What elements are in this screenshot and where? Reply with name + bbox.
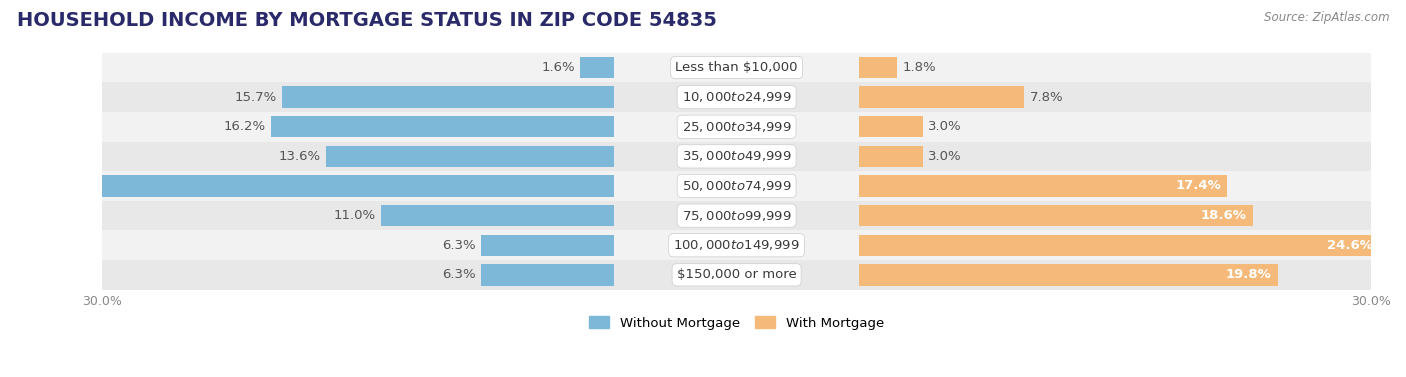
Bar — [103, 141, 1371, 171]
Text: $50,000 to $74,999: $50,000 to $74,999 — [682, 179, 792, 193]
Bar — [0, 175, 614, 197]
Bar — [103, 112, 1371, 141]
Bar — [103, 171, 1371, 201]
Bar — [859, 264, 1278, 285]
Bar — [481, 264, 614, 285]
Text: 15.7%: 15.7% — [235, 90, 277, 104]
Bar — [859, 146, 922, 167]
Text: 18.6%: 18.6% — [1201, 209, 1246, 222]
Bar — [103, 201, 1371, 230]
Text: $35,000 to $49,999: $35,000 to $49,999 — [682, 149, 792, 163]
Bar — [859, 116, 922, 137]
Text: $10,000 to $24,999: $10,000 to $24,999 — [682, 90, 792, 104]
Text: $150,000 or more: $150,000 or more — [676, 268, 796, 281]
Text: $100,000 to $149,999: $100,000 to $149,999 — [673, 238, 800, 252]
Text: HOUSEHOLD INCOME BY MORTGAGE STATUS IN ZIP CODE 54835: HOUSEHOLD INCOME BY MORTGAGE STATUS IN Z… — [17, 11, 717, 30]
Text: 6.3%: 6.3% — [441, 268, 475, 281]
Bar — [859, 205, 1253, 226]
Text: Less than $10,000: Less than $10,000 — [675, 61, 797, 74]
Bar — [859, 234, 1379, 256]
Bar — [326, 146, 614, 167]
Bar — [103, 53, 1371, 82]
Text: 6.3%: 6.3% — [441, 239, 475, 252]
Bar — [103, 260, 1371, 290]
Text: 1.8%: 1.8% — [903, 61, 936, 74]
Text: 7.8%: 7.8% — [1029, 90, 1063, 104]
Bar — [859, 86, 1024, 108]
Text: 19.8%: 19.8% — [1226, 268, 1271, 281]
Text: 3.0%: 3.0% — [928, 150, 962, 163]
Bar — [103, 230, 1371, 260]
Bar — [859, 175, 1227, 197]
Bar — [581, 57, 614, 78]
Text: Source: ZipAtlas.com: Source: ZipAtlas.com — [1264, 11, 1389, 24]
Text: 16.2%: 16.2% — [224, 120, 266, 133]
Text: $75,000 to $99,999: $75,000 to $99,999 — [682, 208, 792, 222]
Text: 29.3%: 29.3% — [0, 179, 46, 193]
Text: $25,000 to $34,999: $25,000 to $34,999 — [682, 120, 792, 134]
Text: 3.0%: 3.0% — [928, 120, 962, 133]
Legend: Without Mortgage, With Mortgage: Without Mortgage, With Mortgage — [583, 311, 890, 335]
Bar — [381, 205, 614, 226]
Bar — [103, 82, 1371, 112]
Bar — [283, 86, 614, 108]
Text: 17.4%: 17.4% — [1175, 179, 1220, 193]
Bar — [859, 57, 897, 78]
Bar — [481, 234, 614, 256]
Bar — [271, 116, 614, 137]
Text: 13.6%: 13.6% — [278, 150, 321, 163]
Text: 1.6%: 1.6% — [541, 61, 575, 74]
Text: 24.6%: 24.6% — [1327, 239, 1374, 252]
Text: 11.0%: 11.0% — [333, 209, 375, 222]
